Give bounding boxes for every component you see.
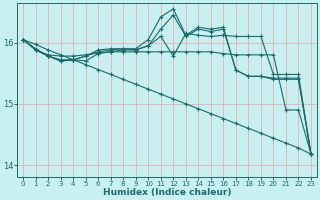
X-axis label: Humidex (Indice chaleur): Humidex (Indice chaleur) <box>103 188 231 197</box>
